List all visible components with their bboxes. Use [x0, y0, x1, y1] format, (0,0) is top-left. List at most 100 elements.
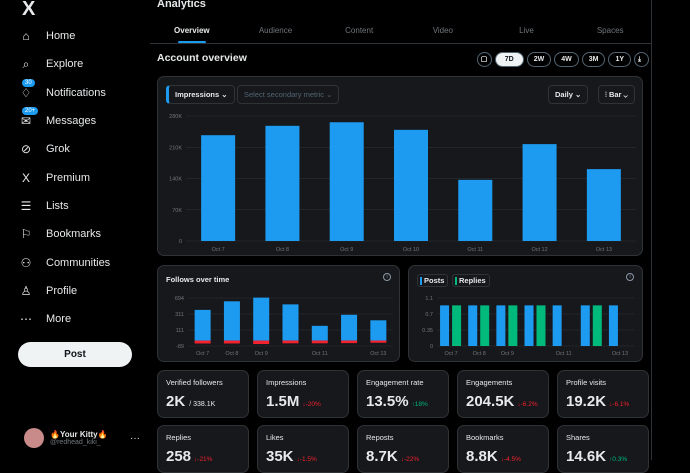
stat-value-row: 204.5K ↓-6.2%	[466, 393, 538, 410]
impressions-chart: 280K 210K 140K 70K 0 Oct 7 Oct 8 Oct 9 Oct 10 Oct…	[169, 114, 636, 253]
bar-replies[interactable]	[452, 305, 462, 346]
bar-posts[interactable]	[440, 305, 450, 346]
primary-metric: Impressions	[175, 90, 220, 99]
secondary-metric-dropdown[interactable]: Select secondary metric ⌄	[237, 85, 340, 104]
stat-change: ↑18%	[411, 401, 428, 408]
range-2w[interactable]: 2W	[526, 52, 552, 67]
range-7d[interactable]: 7D	[494, 52, 524, 67]
tab-audience[interactable]: Audience	[258, 26, 293, 35]
account-more-icon[interactable]: ···	[130, 433, 140, 444]
range-1y[interactable]: 1Y	[608, 52, 631, 67]
legend-posts[interactable]: Posts	[417, 274, 449, 287]
info-icon[interactable]: i	[626, 273, 634, 281]
tab-live[interactable]: Live	[519, 26, 534, 35]
bar-replies[interactable]	[536, 305, 546, 346]
stat-card[interactable]: Reposts 8.7K ↓-22%	[357, 425, 449, 473]
nav-home[interactable]: ⌂ Home	[18, 22, 110, 50]
bar-follows[interactable]	[311, 325, 328, 341]
bar-replies[interactable]	[480, 305, 490, 346]
stat-card[interactable]: Replies 258 ↓-21%	[157, 425, 249, 473]
x-tick-label: Oct 11	[467, 247, 483, 253]
range-3m[interactable]: 3M	[581, 52, 606, 67]
bar[interactable]	[394, 129, 428, 241]
primary-metric-dropdown[interactable]: Impressions ⌄	[166, 85, 235, 104]
stat-card[interactable]: Likes 35K ↓-1.5%	[257, 425, 349, 473]
stat-card[interactable]: Impressions 1.5M ↓-20%	[257, 370, 349, 418]
nav-explore[interactable]: ⌕ Explore	[18, 50, 110, 78]
bar-posts[interactable]	[524, 305, 534, 346]
download-icon[interactable]: ⤓	[634, 52, 649, 67]
bar-unfollows[interactable]	[370, 340, 387, 343]
post-button[interactable]: Post	[18, 342, 132, 367]
nav-lists[interactable]: ☰ Lists	[18, 192, 110, 220]
page-title: Analytics	[157, 0, 206, 10]
bar-follows[interactable]	[223, 301, 240, 341]
calendar-icon[interactable]: ▢	[476, 52, 492, 67]
stat-card[interactable]: Engagements 204.5K ↓-6.2%	[457, 370, 549, 418]
nav-more[interactable]: ⋯ More	[18, 305, 110, 333]
bar-follows[interactable]	[341, 314, 358, 341]
nav-messages[interactable]: ✉ 20+ Messages	[18, 107, 110, 135]
nav-premium[interactable]: X Premium	[18, 163, 110, 191]
tab-video[interactable]: Video	[432, 26, 454, 35]
bar[interactable]	[586, 169, 621, 241]
bar-follows[interactable]	[282, 304, 299, 341]
bar-posts[interactable]	[496, 305, 506, 346]
legend-replies[interactable]: Replies	[452, 274, 490, 287]
follows-card: Follows over time i 694 311 111 -89 Oct 7 Oct…	[157, 265, 400, 362]
stat-value: 258	[166, 448, 192, 465]
stat-card[interactable]: Engagement rate 13.5% ↑18%	[357, 370, 449, 418]
tab-spaces[interactable]: Spaces	[596, 26, 624, 35]
info-icon[interactable]: i	[383, 273, 391, 281]
x-tick-label: Oct 13	[370, 351, 386, 357]
nav-notifications[interactable]: ♢ 30 Notifications	[18, 78, 110, 107]
bar[interactable]	[201, 135, 236, 241]
interval-dropdown[interactable]: Daily ⌄	[548, 85, 589, 104]
stat-card[interactable]: Bookmarks 8.8K ↓-4.5%	[457, 425, 549, 473]
bar-unfollows[interactable]	[282, 340, 299, 344]
bar-unfollows[interactable]	[311, 340, 328, 344]
nav: ⌂ Home ⌕ Explore ♢ 30 Notifications ✉ 20+ Message…	[18, 22, 110, 333]
nav-communities[interactable]: ⚇ Communities	[18, 248, 111, 276]
bar-unfollows[interactable]	[194, 340, 211, 344]
bar[interactable]	[265, 125, 300, 241]
bar-chart-icon: ⫶	[605, 90, 609, 99]
account-switcher[interactable]: 🔥Your Kitty🔥 @redhead_kiki_	[24, 428, 108, 448]
bar[interactable]	[458, 179, 493, 241]
range-selector: ▢ 7D 2W 4W 3M 1Y ⤓	[476, 52, 649, 67]
sidebar: X ⌂ Home ⌕ Explore ♢ 30 Notifications ✉ 20+ Messa…	[0, 0, 150, 460]
y-tick-label: 0	[179, 239, 182, 245]
nav-label: Premium	[46, 171, 91, 184]
bar[interactable]	[522, 144, 557, 241]
tab-content[interactable]: Content	[345, 26, 374, 35]
y-tick-label: 1.1	[425, 296, 433, 302]
bar-follows[interactable]	[253, 297, 270, 341]
bar-posts[interactable]	[552, 305, 562, 346]
bar-posts[interactable]	[608, 305, 618, 346]
nav-bookmarks[interactable]: ⚐ Bookmarks	[18, 220, 110, 248]
stat-card[interactable]: Shares 14.6K ↑0.3%	[557, 425, 649, 473]
bar-follows[interactable]	[370, 320, 387, 341]
bar-unfollows[interactable]	[253, 340, 270, 345]
badge: 20+	[22, 107, 39, 116]
nav-grok[interactable]: ⊘ Grok	[18, 135, 110, 163]
bar-replies[interactable]	[592, 305, 602, 346]
stat-change: ↓-6.2%	[517, 401, 538, 408]
bar-replies[interactable]	[508, 305, 518, 346]
interval: Daily	[555, 90, 573, 99]
bar-unfollows[interactable]	[341, 340, 358, 344]
bar-unfollows[interactable]	[223, 340, 240, 344]
x-logo[interactable]: X	[22, 0, 36, 20]
tab-overview[interactable]: Overview	[150, 20, 234, 43]
stat-card[interactable]: Verified followers 2K/ 338.1K	[157, 370, 249, 418]
chart-type-dropdown[interactable]: ⫶ Bar ⌄	[598, 85, 635, 104]
y-tick-label: 694	[175, 296, 184, 302]
range-4w[interactable]: 4W	[554, 52, 579, 67]
bar[interactable]	[329, 122, 364, 241]
bar-posts[interactable]	[468, 305, 478, 346]
stat-card[interactable]: Profile visits 19.2K ↓-6.1%	[557, 370, 649, 418]
nav-profile[interactable]: ♙ Profile	[18, 277, 110, 305]
bar-follows[interactable]	[194, 309, 211, 341]
x-tick-label: Oct 9	[501, 351, 514, 357]
bar-posts[interactable]	[580, 305, 590, 346]
